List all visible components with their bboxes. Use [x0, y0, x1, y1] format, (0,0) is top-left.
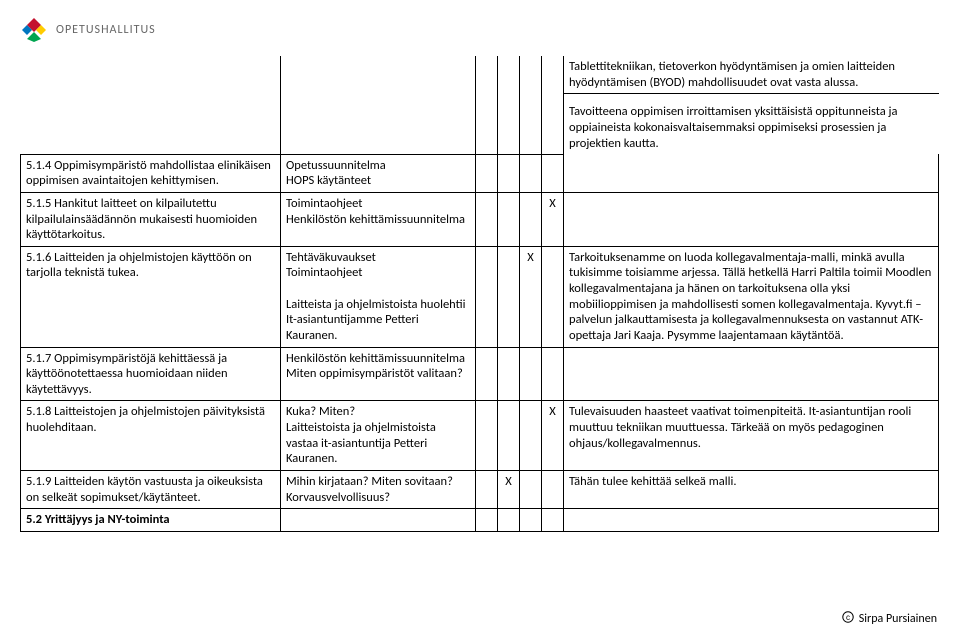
row-c2	[498, 154, 520, 192]
row-left: 5.1.9 Laitteiden käytön vastuusta ja oik…	[21, 470, 281, 508]
row-c2	[498, 401, 520, 471]
row-c1	[476, 246, 498, 347]
page-header: OPETUSHALLITUS	[0, 0, 959, 48]
row-c3	[520, 401, 542, 471]
row-c2	[498, 192, 520, 246]
section-c1	[476, 509, 498, 532]
row-c4: X	[542, 192, 564, 246]
row-left: 5.1.4 Oppimisympäristö mahdollistaa elin…	[21, 154, 281, 192]
brand-title: OPETUSHALLITUS	[56, 23, 156, 37]
row-left: 5.1.5 Hankitut laitteet on kilpailutettu…	[21, 192, 281, 246]
row-right	[564, 347, 939, 401]
row-right	[564, 154, 939, 192]
section-left: 5.2 Yrittäjyys ja NY-toiminta	[21, 509, 281, 532]
row-c1	[476, 192, 498, 246]
row-c4: X	[542, 401, 564, 471]
row-left: 5.1.8 Laitteistojen ja ohjelmistojen päi…	[21, 401, 281, 471]
row-c4	[542, 470, 564, 508]
table-row: 5.1.7 Oppimisympäristöjä kehittäessä ja …	[21, 347, 939, 401]
row-right	[564, 192, 939, 246]
intro-text-b: Tavoitteena oppimisen irroittamisen yksi…	[564, 94, 939, 154]
section-row: 5.2 Yrittäjyys ja NY-toiminta	[21, 509, 939, 532]
section-c3	[520, 509, 542, 532]
content-table: Tablettitekniikan, tietoverkon hyödyntäm…	[20, 56, 939, 532]
row-mid: Tehtäväkuvaukset Toimintaohjeet Laitteis…	[281, 246, 476, 347]
row-c1	[476, 470, 498, 508]
table-row: 5.1.6 Laitteiden ja ohjelmistojen käyttö…	[21, 246, 939, 347]
svg-text:c: c	[846, 613, 850, 622]
row-right: Tähän tulee kehittää selkeä malli.	[564, 470, 939, 508]
brand-logo-icon	[20, 16, 48, 44]
row-c2: X	[498, 470, 520, 508]
section-right	[564, 509, 939, 532]
row-c1	[476, 154, 498, 192]
row-c3	[520, 347, 542, 401]
row-c4	[542, 154, 564, 192]
row-c2	[498, 246, 520, 347]
table-row: 5.1.8 Laitteistojen ja ohjelmistojen päi…	[21, 401, 939, 471]
page-footer: c Sirpa Pursiainen	[842, 611, 937, 627]
row-c1	[476, 347, 498, 401]
row-right: Tulevaisuuden haasteet vaativat toimenpi…	[564, 401, 939, 471]
row-c3	[520, 192, 542, 246]
row-c4	[542, 246, 564, 347]
copyright-icon: c	[842, 611, 854, 627]
row-mid: Toimintaohjeet Henkilöstön kehittämissuu…	[281, 192, 476, 246]
table-row: 5.1.9 Laitteiden käytön vastuusta ja oik…	[21, 470, 939, 508]
row-mid: Mihin kirjataan? Miten sovitaan? Korvaus…	[281, 470, 476, 508]
intro-text-a: Tablettitekniikan, tietoverkon hyödyntäm…	[564, 56, 939, 94]
row-c3	[520, 470, 542, 508]
section-mid	[281, 509, 476, 532]
row-c2	[498, 347, 520, 401]
row-left: 5.1.7 Oppimisympäristöjä kehittäessä ja …	[21, 347, 281, 401]
table-row: 5.1.5 Hankitut laitteet on kilpailutettu…	[21, 192, 939, 246]
row-c1	[476, 401, 498, 471]
section-c4	[542, 509, 564, 532]
row-mid: Opetussuunnitelma HOPS käytänteet	[281, 154, 476, 192]
row-mid: Henkilöstön kehittämissuunnitelma Miten …	[281, 347, 476, 401]
row-right: Tarkoituksenamme on luoda kollegavalment…	[564, 246, 939, 347]
row-mid: Kuka? Miten? Laitteistoista ja ohjelmist…	[281, 401, 476, 471]
section-c2	[498, 509, 520, 532]
row-c4	[542, 347, 564, 401]
table-row: Tablettitekniikan, tietoverkon hyödyntäm…	[21, 56, 939, 94]
row-c3: X	[520, 246, 542, 347]
row-c3	[520, 154, 542, 192]
table-row: 5.1.4 Oppimisympäristö mahdollistaa elin…	[21, 154, 939, 192]
row-left: 5.1.6 Laitteiden ja ohjelmistojen käyttö…	[21, 246, 281, 347]
footer-author: Sirpa Pursiainen	[859, 612, 937, 626]
